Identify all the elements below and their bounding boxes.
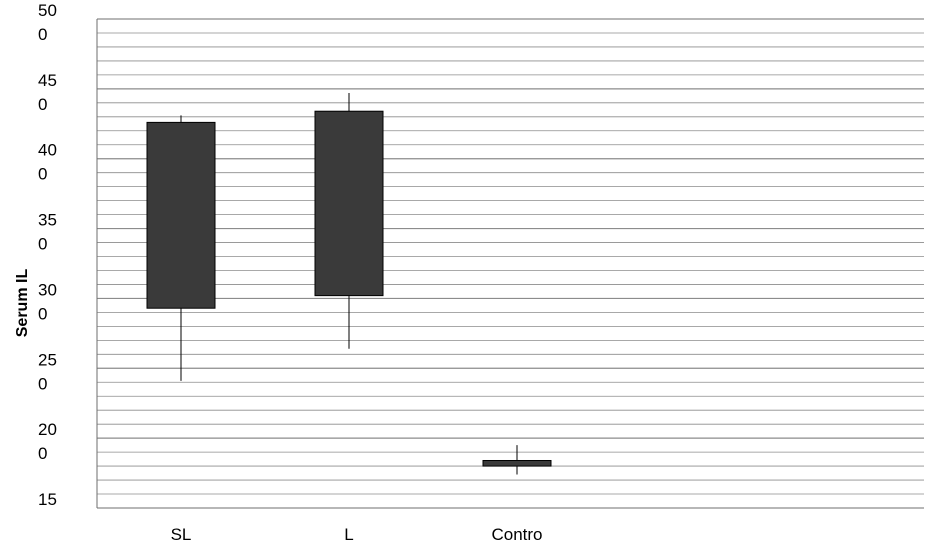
x-category-label: SL (171, 525, 192, 544)
y-tick-label: 15 (38, 490, 57, 509)
y-tick-labels: 15 20 0 25 0 30 0 35 0 40 0 45 0 50 0 (38, 1, 57, 509)
x-category-label: Contro (491, 525, 542, 544)
box-contro (482, 445, 552, 475)
box-body (146, 121, 216, 309)
box-sl (146, 115, 216, 381)
y-tick-label: 30 (38, 280, 57, 299)
y-tick-label-wrap: 0 (38, 235, 47, 254)
y-tick-label-wrap: 0 (38, 25, 47, 44)
y-tick-label-wrap: 0 (38, 95, 47, 114)
y-tick-label: 20 (38, 420, 57, 439)
y-tick-label: 40 (38, 141, 57, 160)
gridlines (97, 18, 924, 509)
box-body (314, 110, 384, 297)
y-tick-label-wrap: 0 (38, 444, 47, 463)
x-category-label: L (344, 525, 353, 544)
y-tick-label-wrap: 0 (38, 165, 47, 184)
box-body (482, 459, 552, 467)
y-tick-label: 25 (38, 350, 57, 369)
y-tick-label: 35 (38, 211, 57, 230)
y-tick-label: 45 (38, 71, 57, 90)
x-category-labels: SL L Contro (171, 525, 543, 544)
boxes (146, 93, 552, 475)
y-axis-title: Serum IL (14, 269, 31, 338)
y-tick-label-wrap: 0 (38, 304, 47, 323)
y-tick-label-wrap: 0 (38, 374, 47, 393)
box-l (314, 93, 384, 349)
y-tick-label: 50 (38, 1, 57, 20)
